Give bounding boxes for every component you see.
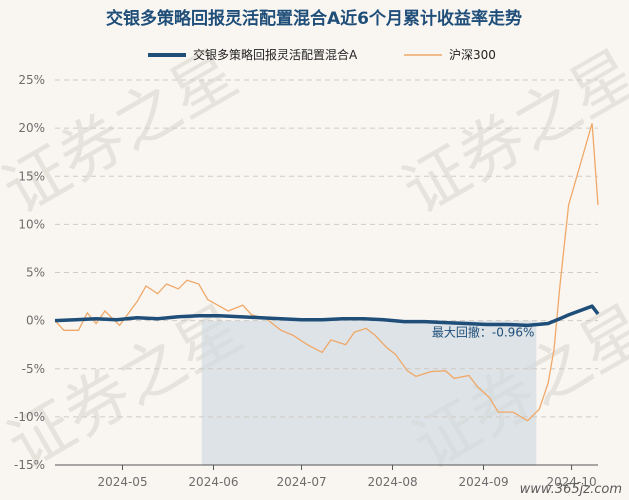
series-line-index: [54, 123, 599, 422]
drawdown-region: [201, 320, 537, 465]
y-tick-label: 10%: [18, 217, 45, 231]
y-tick-label: 15%: [18, 169, 45, 183]
max-drawdown-annotation: 最大回撤：-0.96%: [432, 325, 534, 340]
y-tick-label: -10%: [14, 410, 45, 424]
y-tick-label: 20%: [18, 121, 45, 135]
x-axis: 2024-05 2024-06 2024-07 2024-08 2024-09 2024-…: [97, 465, 597, 489]
y-tick-label: -15%: [14, 458, 45, 472]
legend-label-index: 沪深300: [449, 48, 496, 62]
x-tick-label: 2024-08: [367, 475, 417, 489]
x-tick-label: 2024-10: [547, 475, 597, 489]
y-tick-label: 5%: [26, 266, 45, 280]
chart-title: 交银多策略回报灵活配置混合A近6个月累计收益率走势: [106, 8, 522, 29]
series-line-fund: [54, 304, 600, 328]
y-tick-label: 0%: [26, 314, 45, 328]
y-tick-label: 25%: [18, 73, 45, 87]
x-tick-label: 2024-07: [276, 475, 326, 489]
legend: 交银多策略回报灵活配置混合A 沪深300: [148, 47, 496, 62]
x-tick-label: 2024-05: [97, 475, 147, 489]
legend-label-fund: 交银多策略回报灵活配置混合A: [193, 47, 358, 62]
y-axis: 25% 20% 15% 10% 5% 0% -5% -10% -15%: [14, 73, 45, 472]
site-label: www.365jz.com: [520, 482, 622, 497]
y-tick-label: -5%: [22, 362, 45, 376]
x-tick-label: 2024-09: [458, 475, 508, 489]
x-tick-label: 2024-06: [188, 475, 238, 489]
